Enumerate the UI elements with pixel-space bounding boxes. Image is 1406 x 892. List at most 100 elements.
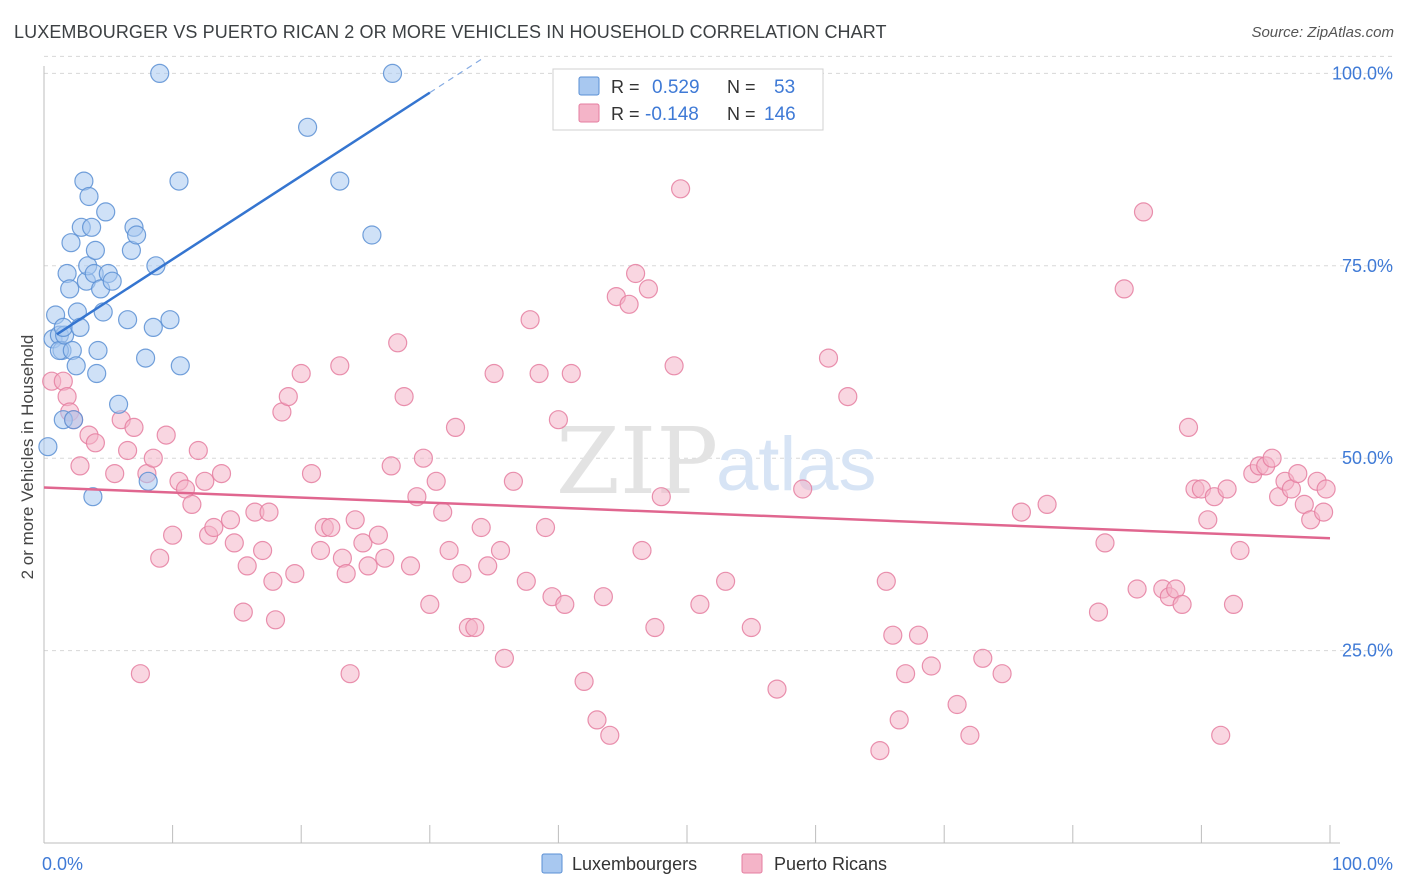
series-swatch-luxembourgers[interactable] xyxy=(541,853,563,874)
luxembourger-point xyxy=(382,63,403,84)
puerto-rican-point xyxy=(478,556,498,576)
luxembourger-point xyxy=(117,310,138,330)
luxembourger-point xyxy=(79,186,99,207)
puerto-rican-point xyxy=(465,617,485,638)
puerto-rican-points xyxy=(42,179,1336,761)
y-tick-label: 25.0% xyxy=(1342,641,1393,661)
puerto-rican-point xyxy=(625,263,646,284)
puerto-rican-point xyxy=(921,656,941,676)
luxembourger-point xyxy=(150,63,170,84)
luxembourger-point xyxy=(87,363,107,384)
puerto-rican-point xyxy=(520,310,540,330)
legend-r-value-pink: -0.148 xyxy=(645,104,699,125)
puerto-rican-point xyxy=(1262,448,1282,468)
series-label-puerto-ricans[interactable]: Puerto Ricans xyxy=(774,854,887,874)
puerto-rican-point xyxy=(420,594,440,615)
puerto-rican-point xyxy=(1313,502,1334,522)
puerto-rican-point xyxy=(1114,279,1134,299)
puerto-rican-point xyxy=(321,517,341,538)
puerto-rican-point xyxy=(358,556,378,576)
luxembourger-point xyxy=(81,217,102,237)
stats-legend: R = 0.529 N = 53 R = -0.148 N = 146 xyxy=(552,68,824,131)
puerto-rican-point xyxy=(1198,510,1218,530)
puerto-rican-point xyxy=(188,440,208,461)
luxembourger-point xyxy=(96,202,116,222)
luxembourger-point xyxy=(60,279,80,299)
puerto-rican-point xyxy=(156,425,176,445)
puerto-rican-trend-line xyxy=(43,486,1331,540)
puerto-rican-point xyxy=(1127,579,1147,599)
puerto-rican-point xyxy=(452,563,472,584)
luxembourger-point xyxy=(127,225,147,245)
puerto-rican-point xyxy=(1230,540,1250,561)
luxembourger-point xyxy=(136,348,156,368)
x-tick-label: 0.0% xyxy=(42,854,83,874)
luxembourger-trend-extension xyxy=(429,58,482,94)
puerto-rican-point xyxy=(253,540,273,561)
series-label-luxembourgers[interactable]: Luxembourgers xyxy=(572,854,697,874)
legend-r-value-blue: 0.529 xyxy=(652,77,700,98)
source-label: Source: ZipAtlas.com xyxy=(1251,24,1394,41)
legend-r-label-blue: R = xyxy=(611,77,640,97)
puerto-rican-point xyxy=(619,294,639,314)
puerto-rican-point xyxy=(548,410,569,430)
puerto-rican-point xyxy=(947,694,967,715)
puerto-rican-point xyxy=(638,279,659,299)
puerto-rican-point xyxy=(838,387,858,407)
puerto-rican-point xyxy=(664,356,684,376)
x-tick-label: 100.0% xyxy=(1332,854,1393,874)
puerto-rican-point xyxy=(433,502,453,522)
puerto-rican-point xyxy=(124,417,144,437)
luxembourger-point xyxy=(330,171,350,191)
puerto-rican-point xyxy=(263,571,283,591)
puerto-rican-point xyxy=(767,679,787,699)
y-axis-title: 2 or more Vehicles in Household xyxy=(18,335,37,580)
puerto-rican-point xyxy=(105,464,125,484)
puerto-rican-point xyxy=(413,448,433,468)
puerto-rican-point xyxy=(632,540,652,561)
luxembourger-point xyxy=(85,240,106,260)
puerto-rican-point xyxy=(490,540,511,561)
puerto-rican-point xyxy=(353,533,373,553)
chart-title: LUXEMBOURGER VS PUERTO RICAN 2 OR MORE V… xyxy=(14,22,887,42)
luxembourger-point xyxy=(61,233,81,253)
luxembourger-point xyxy=(138,471,158,491)
luxembourger-point xyxy=(143,317,163,337)
puerto-rican-point xyxy=(529,363,549,384)
puerto-rican-point xyxy=(883,625,903,645)
y-tick-label: 75.0% xyxy=(1342,256,1393,276)
puerto-rican-point xyxy=(793,479,813,499)
puerto-rican-point xyxy=(1037,494,1057,514)
puerto-rican-point xyxy=(555,594,575,615)
puerto-rican-point xyxy=(960,725,980,745)
puerto-rican-point xyxy=(973,648,993,668)
trend-lines xyxy=(43,58,1331,540)
puerto-rican-point xyxy=(381,456,401,476)
puerto-rican-point xyxy=(1011,502,1032,522)
luxembourger-point xyxy=(160,310,180,330)
legend-n-value-blue: 53 xyxy=(774,77,795,98)
luxembourger-points xyxy=(38,63,403,507)
puerto-rican-point xyxy=(1288,464,1308,484)
puerto-rican-point xyxy=(291,363,311,384)
puerto-rican-point xyxy=(587,710,607,730)
puerto-rican-point xyxy=(889,710,909,730)
puerto-rican-point xyxy=(1133,202,1154,222)
puerto-rican-point xyxy=(388,333,408,353)
puerto-rican-point xyxy=(645,617,665,638)
puerto-rican-point xyxy=(375,548,395,568)
puerto-rican-point xyxy=(117,440,138,461)
puerto-rican-point xyxy=(130,664,150,684)
legend-n-label-blue: N = xyxy=(727,77,756,97)
puerto-rican-point xyxy=(70,456,90,476)
puerto-rican-point xyxy=(503,471,524,491)
puerto-rican-point xyxy=(310,540,331,561)
tick-labels: 25.0% 50.0% 75.0% 100.0% 0.0% 100.0% xyxy=(42,63,1393,874)
puerto-rican-point xyxy=(340,664,360,684)
puerto-rican-point xyxy=(211,464,232,484)
puerto-rican-point xyxy=(336,563,356,584)
series-swatch-puerto-ricans[interactable] xyxy=(741,853,763,874)
puerto-rican-point xyxy=(163,525,183,545)
puerto-rican-point xyxy=(204,517,224,538)
puerto-rican-point xyxy=(394,387,414,407)
